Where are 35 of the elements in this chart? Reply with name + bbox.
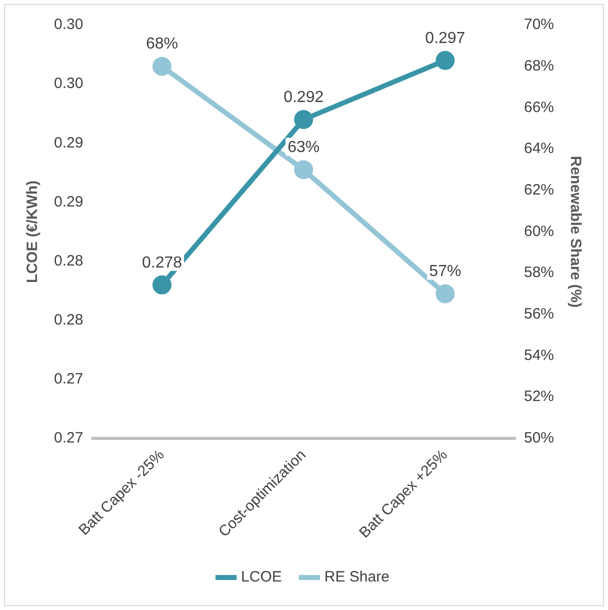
data-label: 68% xyxy=(146,36,178,53)
y-tick-label: 0.27 xyxy=(54,370,84,388)
data-label: 57% xyxy=(429,263,462,280)
point xyxy=(294,110,314,129)
data-label: 0.278 xyxy=(142,254,182,272)
y2-tick-label: 60% xyxy=(524,222,554,240)
y2-tick-label: 56% xyxy=(524,306,554,323)
legend-label: LCOE xyxy=(241,568,282,586)
y2-tick-label: 66% xyxy=(524,98,554,116)
legend-label: RE Share xyxy=(324,568,390,586)
y-tick-label: 0.30 xyxy=(54,75,84,92)
y2-tick-label: 54% xyxy=(524,346,554,364)
data-label: 0.297 xyxy=(425,30,466,47)
point xyxy=(152,56,172,76)
y-tick-label: 0.28 xyxy=(54,252,84,270)
y2-tick-label: 64% xyxy=(524,140,554,158)
y-tick-label: 0.27 xyxy=(54,430,84,447)
y-tick-label: 0.29 xyxy=(54,193,84,210)
data-label: 0.292 xyxy=(284,88,324,106)
point xyxy=(436,284,455,304)
y-tick-label: 0.30 xyxy=(54,16,84,34)
y-axis-title: LCOE (€/KWh) xyxy=(24,180,42,283)
y2-axis-title: Renewable Share (%) xyxy=(566,156,584,308)
y2-tick-label: 62% xyxy=(524,182,554,199)
data-label: 63% xyxy=(288,139,320,156)
point xyxy=(294,160,314,180)
y2-tick-label: 52% xyxy=(524,388,554,406)
y2-tick-label: 68% xyxy=(524,57,554,74)
point xyxy=(436,50,455,70)
point xyxy=(152,275,172,294)
y-tick-label: 0.28 xyxy=(54,311,84,328)
y-tick-label: 0.29 xyxy=(54,134,84,152)
y2-tick-label: 58% xyxy=(524,264,554,282)
y2-tick-label: 70% xyxy=(524,16,554,34)
y2-tick-label: 50% xyxy=(524,430,554,447)
